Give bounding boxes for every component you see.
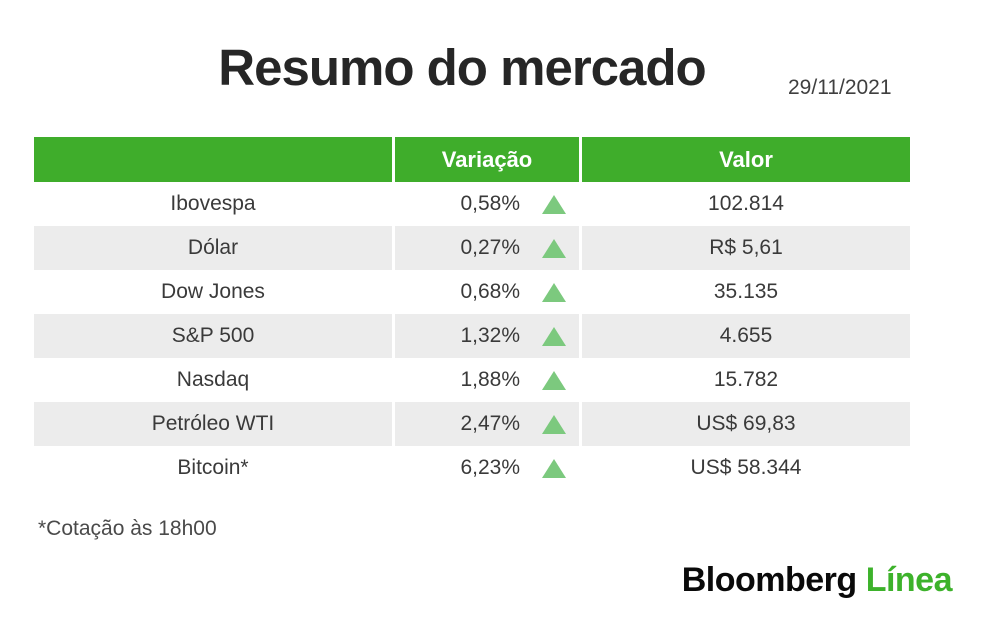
date-label: 29/11/2021	[788, 76, 892, 99]
variation-cell: 0,27%	[395, 226, 579, 270]
variation-cell: 0,58%	[395, 182, 579, 226]
footnote: *Cotação às 18h00	[38, 517, 217, 540]
variation-cell: 6,23%	[395, 446, 579, 490]
table-row: Nasdaq 1,88% 15.782	[34, 358, 910, 402]
logo-green-part: Línea	[865, 561, 953, 599]
asset-value: 15.782	[582, 358, 910, 402]
table-row: Bitcoin* 6,23% US$ 58.344	[34, 446, 910, 490]
variation-value: 6,23%	[460, 456, 520, 479]
up-triangle-icon	[542, 414, 566, 434]
variation-cell: 2,47%	[395, 402, 579, 446]
table-row: Petróleo WTI 2,47% US$ 69,83	[34, 402, 910, 446]
variation-cell: 0,68%	[395, 270, 579, 314]
header-cell-variation: Variação	[395, 137, 579, 182]
up-triangle-icon	[542, 194, 566, 214]
header-cell-value: Valor	[582, 137, 910, 182]
up-triangle-icon	[542, 326, 566, 346]
variation-cell: 1,88%	[395, 358, 579, 402]
bloomberg-linea-logo: Bloomberg Línea	[681, 561, 953, 600]
asset-name: Bitcoin*	[34, 446, 392, 490]
variation-value: 0,27%	[460, 236, 520, 259]
up-triangle-icon	[542, 238, 566, 258]
market-table: Variação Valor Ibovespa 0,58% 102.814 Dó…	[34, 137, 910, 490]
header-cell-empty	[34, 137, 392, 182]
variation-value: 0,68%	[460, 280, 520, 303]
variation-cell: 1,32%	[395, 314, 579, 358]
asset-value: US$ 58.344	[582, 446, 910, 490]
table-header-row: Variação Valor	[34, 137, 910, 182]
asset-name: S&P 500	[34, 314, 392, 358]
asset-value: 35.135	[582, 270, 910, 314]
variation-value: 2,47%	[460, 412, 520, 435]
variation-value: 1,88%	[460, 368, 520, 391]
asset-name: Nasdaq	[34, 358, 392, 402]
asset-value: 4.655	[582, 314, 910, 358]
asset-name: Dow Jones	[34, 270, 392, 314]
up-triangle-icon	[542, 370, 566, 390]
asset-value: R$ 5,61	[582, 226, 910, 270]
logo-black-part: Bloomberg	[681, 561, 857, 599]
asset-name: Dólar	[34, 226, 392, 270]
asset-name: Ibovespa	[34, 182, 392, 226]
asset-value: 102.814	[582, 182, 910, 226]
page-title: Resumo do mercado	[218, 39, 706, 96]
asset-value: US$ 69,83	[582, 402, 910, 446]
variation-value: 1,32%	[460, 324, 520, 347]
asset-name: Petróleo WTI	[34, 402, 392, 446]
table-row: Dólar 0,27% R$ 5,61	[34, 226, 910, 270]
table-row: S&P 500 1,32% 4.655	[34, 314, 910, 358]
table-row: Ibovespa 0,58% 102.814	[34, 182, 910, 226]
up-triangle-icon	[542, 458, 566, 478]
variation-value: 0,58%	[460, 192, 520, 215]
up-triangle-icon	[542, 282, 566, 302]
table-row: Dow Jones 0,68% 35.135	[34, 270, 910, 314]
